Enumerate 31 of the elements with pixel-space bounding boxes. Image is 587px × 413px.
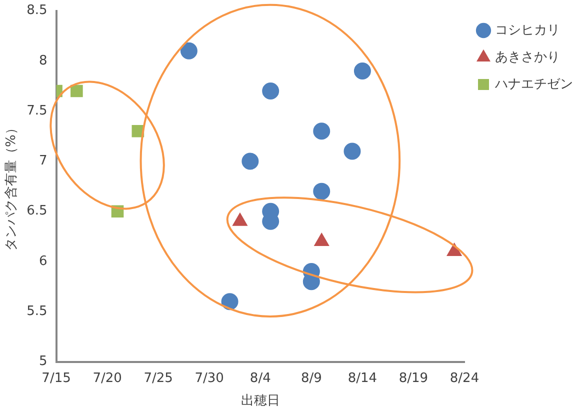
- legend-label: あきさかり: [495, 50, 560, 65]
- y-tick-label: 8: [38, 53, 48, 68]
- y-tick-label: 7.5: [26, 103, 48, 118]
- x-tick-label: 7/20: [92, 370, 122, 386]
- y-axis-title: タンパク含有量（%）: [4, 122, 20, 251]
- y-tick-label: 5.5: [26, 304, 48, 320]
- y-tick-label: 5: [38, 354, 48, 370]
- x-tick-label: 7/25: [144, 370, 173, 386]
- point: [242, 152, 259, 170]
- point: [354, 62, 371, 80]
- x-tick-label: 8/14: [348, 370, 378, 386]
- x-tick-label: 7/15: [42, 370, 71, 386]
- point: [313, 182, 330, 200]
- y-tick-label: 6.5: [26, 204, 48, 219]
- point: [180, 42, 198, 60]
- point: [70, 84, 83, 98]
- point: [221, 293, 238, 310]
- legend-label: コシヒカリ: [495, 22, 560, 38]
- x-axis-title: 出穂日: [240, 394, 280, 409]
- x-tick-label: 7/30: [194, 370, 224, 386]
- legend-label: ハナエチゼン: [494, 76, 573, 92]
- point: [344, 142, 361, 160]
- x-tick-label: 8/4: [250, 370, 271, 386]
- point: [262, 82, 280, 100]
- x-tick-label: 8/9: [300, 370, 322, 386]
- y-tick-label: 6: [38, 254, 48, 269]
- y-tick-label: 8.5: [26, 3, 48, 18]
- x-tick-label: 8/19: [398, 370, 428, 386]
- x-tick-label: 8/24: [450, 370, 480, 386]
- y-tick-label: 7: [38, 154, 48, 169]
- point: [313, 122, 330, 140]
